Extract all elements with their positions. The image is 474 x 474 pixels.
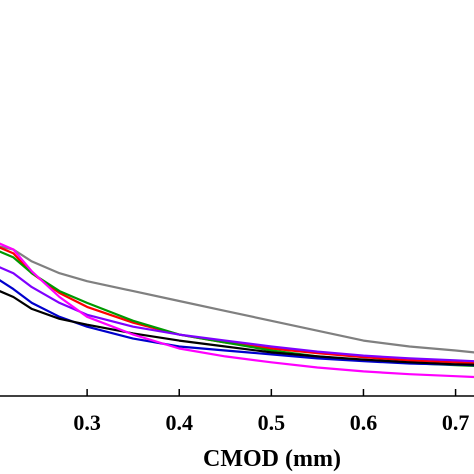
x-axis-title: CMOD (mm) (203, 446, 341, 472)
x-tick-label: 0.4 (165, 410, 193, 435)
series-line-7 (0, 242, 474, 379)
series-line-6 (0, 290, 474, 366)
x-tick-label: 0.6 (350, 410, 378, 435)
series-line-5 (0, 279, 474, 367)
series-line-4 (0, 266, 474, 363)
x-tick-label: 0.7 (442, 410, 470, 435)
series-line-1 (0, 245, 474, 354)
x-tick-label: 0.3 (73, 410, 101, 435)
x-tick-layer: 0.3 0.4 0.5 0.6 0.7 (73, 389, 469, 435)
series-layer (0, 242, 474, 379)
x-tick-label: 0.5 (258, 410, 286, 435)
